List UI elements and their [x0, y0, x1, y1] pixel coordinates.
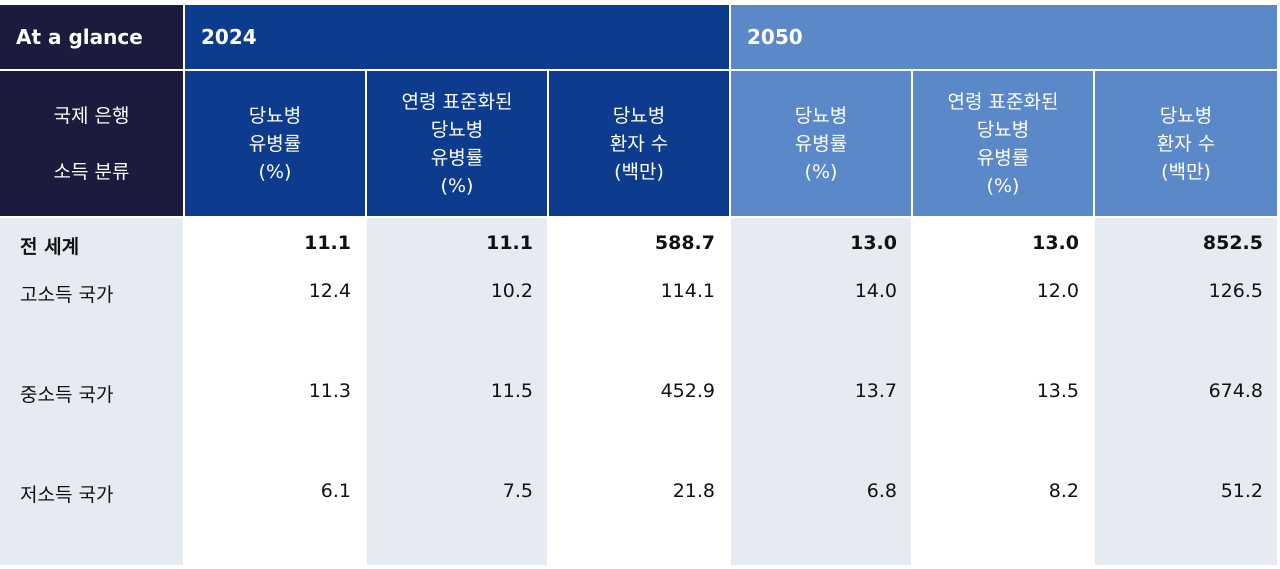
- header-line: 연령 표준화된: [947, 90, 1059, 113]
- cell-value: 11.1: [486, 232, 533, 254]
- cell-value: 51.2: [1220, 480, 1263, 502]
- group-header: 2024: [185, 5, 729, 69]
- header-line: 소득 분류: [53, 160, 130, 183]
- column-bg: [1095, 218, 1277, 565]
- header-line: 당뇨병: [794, 104, 848, 127]
- cell-value: 6.8: [866, 480, 897, 502]
- header-line: (%): [804, 160, 838, 183]
- column-bg: [0, 218, 183, 565]
- header-line: 당뇨병: [1159, 104, 1213, 127]
- header-line: 당뇨병: [976, 118, 1030, 141]
- cell-value: 674.8: [1208, 380, 1263, 402]
- cell-value: 14.0: [854, 280, 897, 302]
- header-line: 당뇨병: [248, 104, 302, 127]
- column-bg: [185, 218, 365, 565]
- cell-value: 13.0: [1032, 232, 1079, 254]
- cell-value: 114.1: [660, 280, 715, 302]
- cell-value: 11.1: [304, 232, 351, 254]
- cell-value: 13.5: [1036, 380, 1079, 402]
- header-line: 당뇨병: [612, 104, 666, 127]
- header-line: (백만): [1161, 160, 1211, 183]
- header-line: 유병률: [794, 132, 848, 155]
- column-bg: [913, 218, 1093, 565]
- header-line: 국제 은행: [53, 104, 130, 127]
- cell-value: 13.0: [850, 232, 897, 254]
- cell-value: 852.5: [1202, 232, 1263, 254]
- row-label: 전 세계: [20, 236, 80, 258]
- cell-value: 12.4: [308, 280, 351, 302]
- header-line: 환자 수: [1156, 132, 1216, 155]
- cell-value: 12.0: [1036, 280, 1079, 302]
- header-line: (%): [258, 160, 292, 183]
- group-header: At a glance: [0, 5, 183, 69]
- cell-value: 452.9: [660, 380, 715, 402]
- cell-value: 11.5: [490, 380, 533, 402]
- cell-value: 588.7: [654, 232, 715, 254]
- header-line: 유병률: [430, 146, 484, 169]
- group-header: 2050: [731, 5, 1277, 69]
- header-line: 유병률: [248, 132, 302, 155]
- column-bg: [549, 218, 729, 565]
- cell-value: 7.5: [502, 480, 533, 502]
- cell-value: 126.5: [1208, 280, 1263, 302]
- column-bg: [731, 218, 911, 565]
- cell-value: 8.2: [1048, 480, 1079, 502]
- cell-value: 6.1: [320, 480, 351, 502]
- header-line: 환자 수: [609, 132, 669, 155]
- header-line: (%): [986, 174, 1020, 197]
- header-line: (백만): [614, 160, 664, 183]
- column-bg: [367, 218, 547, 565]
- header-line: (%): [440, 174, 474, 197]
- cell-value: 11.3: [308, 380, 351, 402]
- row-label: 중소득 국가: [20, 384, 114, 406]
- row-label: 고소득 국가: [20, 284, 114, 306]
- header-line: 유병률: [976, 146, 1030, 169]
- cell-value: 13.7: [854, 380, 897, 402]
- cell-value: 10.2: [490, 280, 533, 302]
- header-line: 연령 표준화된: [401, 90, 513, 113]
- cell-value: 21.8: [672, 480, 715, 502]
- header-line: 당뇨병: [430, 118, 484, 141]
- row-label: 저소득 국가: [20, 484, 114, 506]
